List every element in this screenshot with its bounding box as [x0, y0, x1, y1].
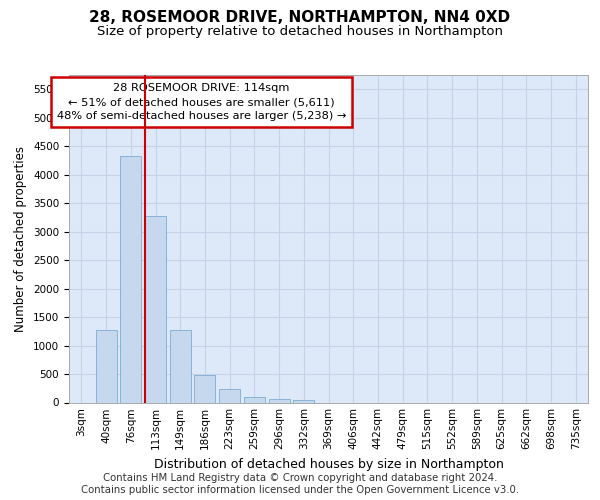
Bar: [219, 389, 240, 402]
Bar: [145, 216, 166, 402]
Bar: [95, 330, 116, 402]
Text: Size of property relative to detached houses in Northampton: Size of property relative to detached ho…: [97, 25, 503, 38]
Bar: [170, 330, 191, 402]
Bar: [194, 375, 215, 402]
Text: 28 ROSEMOOR DRIVE: 114sqm
← 51% of detached houses are smaller (5,611)
48% of se: 28 ROSEMOOR DRIVE: 114sqm ← 51% of detac…: [56, 83, 346, 121]
Bar: [120, 156, 141, 402]
Y-axis label: Number of detached properties: Number of detached properties: [14, 146, 28, 332]
Bar: [269, 398, 290, 402]
Bar: [293, 400, 314, 402]
Text: 28, ROSEMOOR DRIVE, NORTHAMPTON, NN4 0XD: 28, ROSEMOOR DRIVE, NORTHAMPTON, NN4 0XD: [89, 10, 511, 25]
X-axis label: Distribution of detached houses by size in Northampton: Distribution of detached houses by size …: [154, 458, 503, 471]
Bar: [244, 397, 265, 402]
Text: Contains HM Land Registry data © Crown copyright and database right 2024.
Contai: Contains HM Land Registry data © Crown c…: [81, 474, 519, 495]
